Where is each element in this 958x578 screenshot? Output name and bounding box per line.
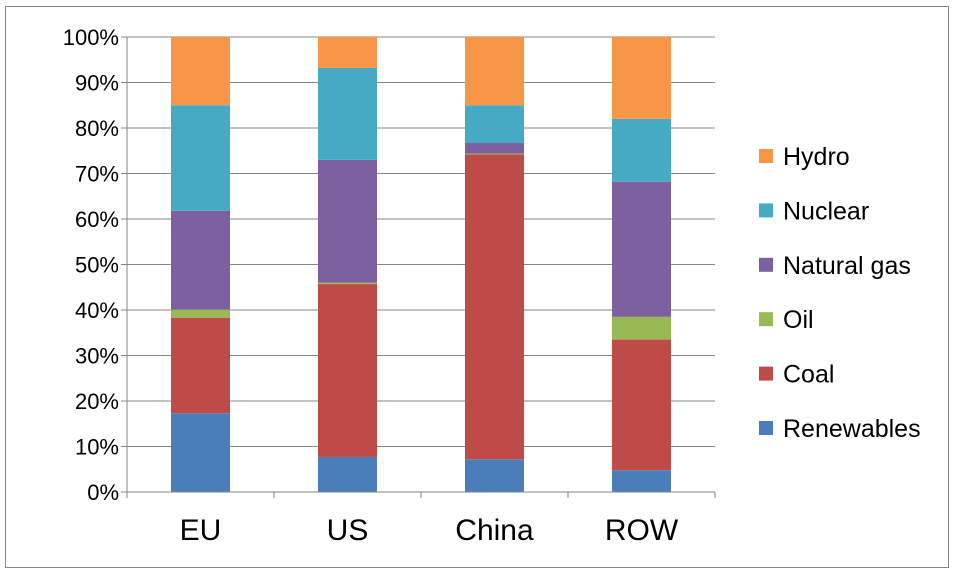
y-tick-label: 30% bbox=[75, 344, 119, 369]
bar-china-natural-gas bbox=[465, 143, 524, 154]
chart-frame: 0% 10% 20% 30% 40% 50% 60% 70% 80% 90% 100% EU US Chi… bbox=[5, 6, 949, 568]
bar-row-nuclear bbox=[612, 118, 671, 182]
legend-swatch-oil bbox=[759, 312, 773, 327]
legend-label-renewables: Renewables bbox=[783, 415, 921, 443]
legend: Hydro Nuclear Natural gas Oil Coal Renewables bbox=[759, 143, 921, 443]
bar-row-oil bbox=[612, 316, 671, 340]
legend-swatch-renewables bbox=[759, 421, 773, 435]
bar-eu-oil bbox=[171, 309, 230, 318]
bar-row-renewables bbox=[612, 470, 671, 492]
legend-swatch-natural-gas bbox=[759, 257, 773, 272]
bar-eu-nuclear bbox=[171, 105, 230, 211]
bar-eu-renewables bbox=[171, 413, 230, 492]
y-tick-label: 10% bbox=[75, 435, 119, 460]
legend-swatch-nuclear bbox=[759, 203, 773, 218]
axes: 0% 10% 20% 30% 40% 50% 60% 70% 80% 90% 100% EU US Chi… bbox=[63, 25, 716, 547]
stacked-bar-chart: 0% 10% 20% 30% 40% 50% 60% 70% 80% 90% 100% EU US Chi… bbox=[63, 25, 921, 547]
y-tick-label: 40% bbox=[75, 298, 119, 323]
bar-eu-hydro bbox=[171, 37, 230, 106]
y-tick-label: 50% bbox=[75, 253, 119, 278]
y-tick-label: 100% bbox=[63, 25, 119, 50]
legend-label-oil: Oil bbox=[783, 306, 814, 334]
bar-china-hydro bbox=[465, 37, 524, 106]
x-tick-label-row: ROW bbox=[605, 514, 679, 547]
bar-china-renewables bbox=[465, 459, 524, 492]
bar-row-natural-gas bbox=[612, 181, 671, 317]
y-tick-label: 20% bbox=[75, 389, 119, 414]
bar-us-natural-gas bbox=[318, 159, 377, 283]
bar-us-hydro bbox=[318, 37, 377, 68]
bar-us-renewables bbox=[318, 456, 377, 492]
x-tick-label-china: China bbox=[455, 514, 534, 547]
bar-china-oil bbox=[465, 153, 524, 155]
bar-us-coal bbox=[318, 284, 377, 457]
legend-label-nuclear: Nuclear bbox=[783, 197, 869, 225]
legend-label-natural-gas: Natural gas bbox=[783, 252, 911, 280]
bar-us-oil bbox=[318, 282, 377, 285]
bar-row-coal bbox=[612, 339, 671, 471]
x-tick-label-us: US bbox=[327, 514, 369, 547]
bar-us-nuclear bbox=[318, 67, 377, 160]
legend-label-hydro: Hydro bbox=[783, 143, 850, 171]
y-tick-label: 80% bbox=[75, 116, 119, 141]
legend-swatch-hydro bbox=[759, 149, 773, 163]
y-tick-label: 90% bbox=[75, 71, 119, 96]
bar-eu-natural-gas bbox=[171, 210, 230, 310]
bar-eu-coal bbox=[171, 317, 230, 414]
bars bbox=[171, 37, 671, 492]
bar-china-nuclear bbox=[465, 105, 524, 144]
y-tick-label: 0% bbox=[87, 480, 119, 505]
y-tick-label: 60% bbox=[75, 207, 119, 232]
legend-label-coal: Coal bbox=[783, 361, 834, 389]
y-tick-label: 70% bbox=[75, 162, 119, 187]
legend-swatch-coal bbox=[759, 366, 773, 381]
bar-china-coal bbox=[465, 154, 524, 460]
bar-row-hydro bbox=[612, 37, 671, 119]
x-tick-label-eu: EU bbox=[180, 514, 222, 547]
